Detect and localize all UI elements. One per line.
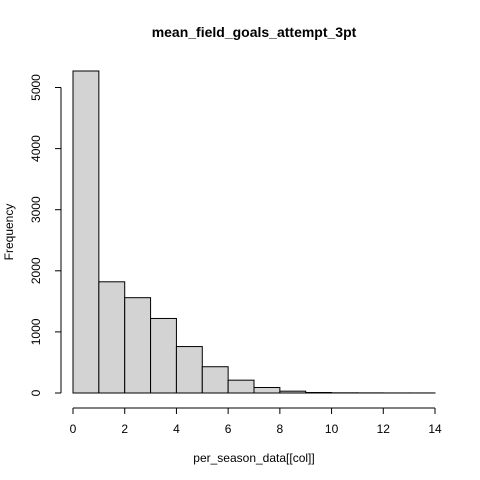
x-tick-label-7: 14 xyxy=(428,422,442,436)
x-tick-label-6: 12 xyxy=(377,422,391,436)
y-tick-label-0: 0 xyxy=(29,389,43,396)
x-tick-label-0: 0 xyxy=(70,422,77,436)
x-axis-label: per_season_data[[col]] xyxy=(193,451,314,465)
y-tick-label-1: 1000 xyxy=(29,318,43,345)
histogram-bar-3 xyxy=(150,317,177,394)
histogram-bar-5 xyxy=(201,366,229,394)
histogram-bar-4 xyxy=(175,346,203,394)
x-tick-label-2: 4 xyxy=(173,422,180,436)
histogram-bar-1 xyxy=(98,281,126,394)
y-axis-label: Frequency xyxy=(2,204,16,261)
histogram-bar-2 xyxy=(124,297,152,394)
x-tick-label-3: 6 xyxy=(225,422,232,436)
histogram-bar-7 xyxy=(253,387,281,394)
histogram-bar-0 xyxy=(72,70,100,394)
y-tick-label-5: 5000 xyxy=(29,74,43,101)
x-tick-label-4: 8 xyxy=(277,422,284,436)
y-axis: 0 1000 2000 3000 4000 5000 xyxy=(29,74,62,396)
y-tick-label-3: 3000 xyxy=(29,196,43,223)
chart-title: mean_field_goals_attempt_3pt xyxy=(152,24,357,40)
x-axis: 0 2 4 6 8 10 12 14 xyxy=(70,407,442,436)
x-tick-label-5: 10 xyxy=(325,422,339,436)
x-tick-label-1: 2 xyxy=(121,422,128,436)
histogram-bars xyxy=(72,70,436,394)
histogram-bar-8 xyxy=(279,390,307,394)
y-tick-label-2: 2000 xyxy=(29,257,43,284)
histogram-bar-6 xyxy=(227,379,255,394)
y-tick-label-4: 4000 xyxy=(29,135,43,162)
